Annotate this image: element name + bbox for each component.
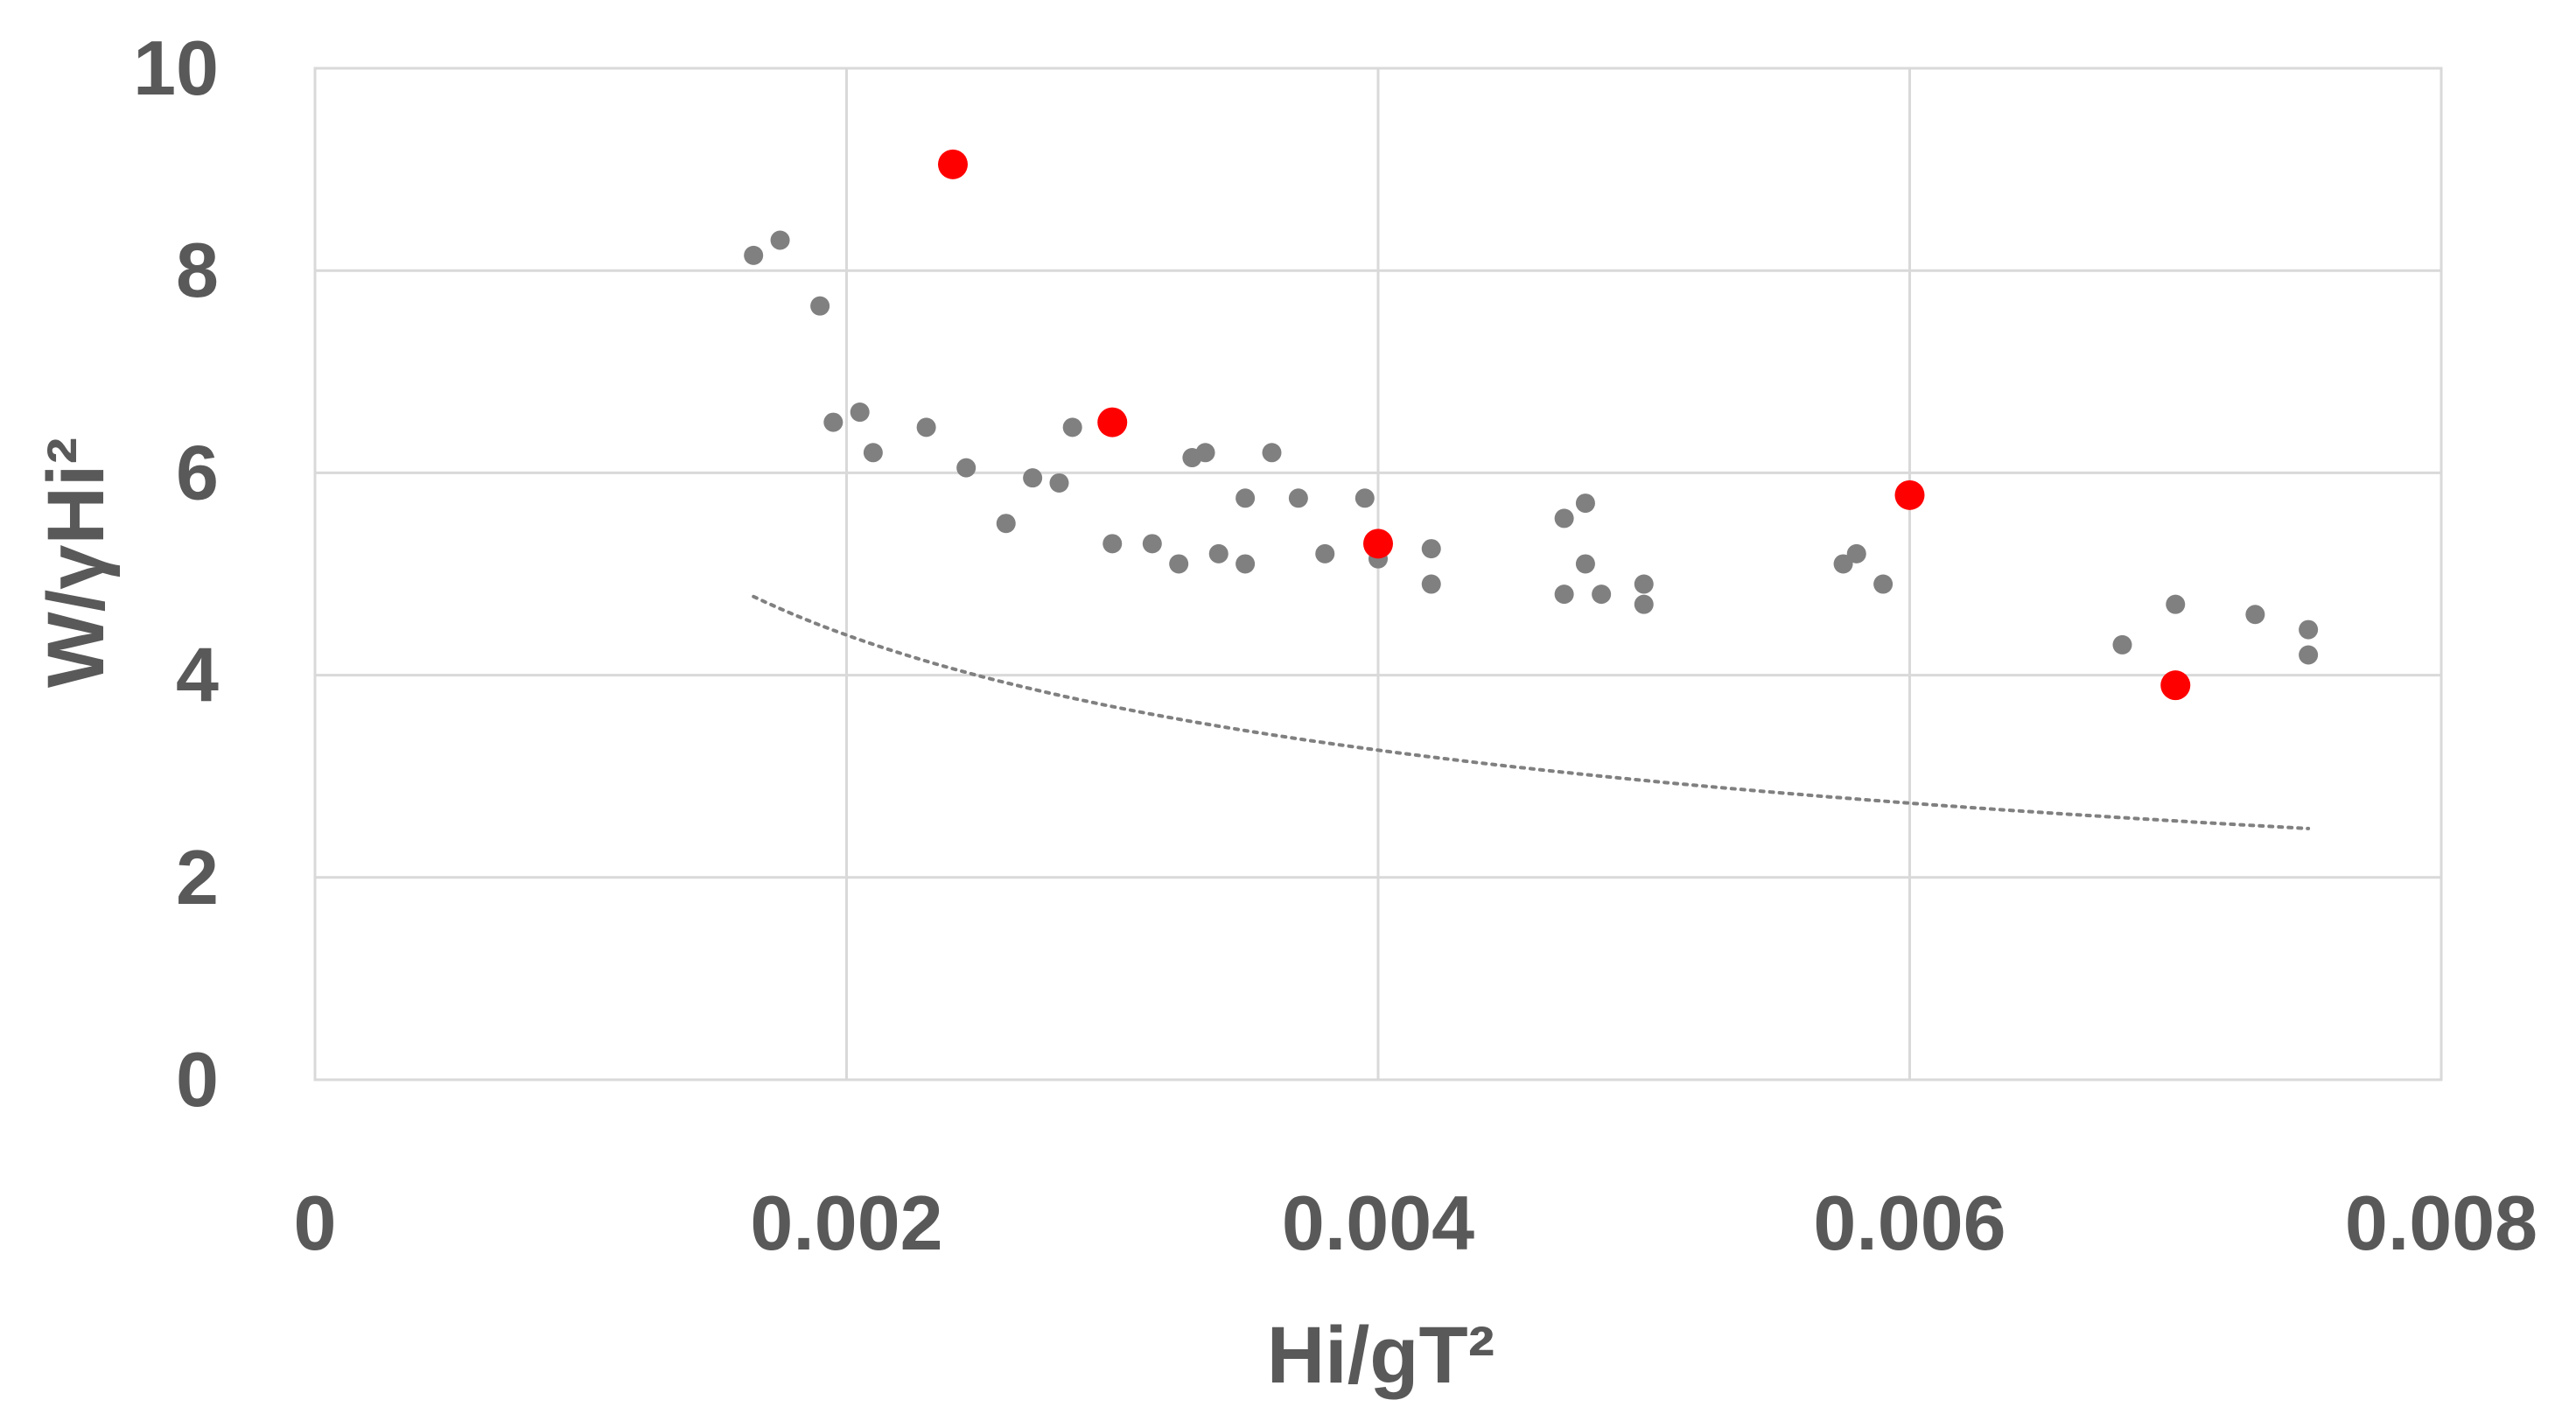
data-points bbox=[744, 149, 2319, 701]
grey-data-point bbox=[1592, 584, 1612, 605]
grey-data-point bbox=[1421, 574, 1441, 594]
gridlines bbox=[313, 66, 2443, 1082]
grey-data-point bbox=[863, 443, 883, 463]
grey-data-point bbox=[2299, 620, 2319, 640]
grey-data-point bbox=[1023, 468, 1043, 488]
grey-data-point bbox=[850, 402, 870, 423]
grey-data-point bbox=[1102, 534, 1123, 554]
grey-data-point bbox=[1421, 539, 1441, 559]
grey-data-point bbox=[956, 458, 976, 478]
grey-data-point bbox=[2112, 634, 2132, 654]
grey-data-point bbox=[1833, 554, 1853, 574]
red-data-point bbox=[1097, 407, 1128, 438]
grey-data-point bbox=[2299, 645, 2319, 665]
red-data-point bbox=[1894, 480, 1925, 510]
y-tick-label: 4 bbox=[176, 632, 219, 718]
grey-data-point bbox=[744, 245, 764, 265]
grey-data-point bbox=[1062, 417, 1082, 438]
plot-frame bbox=[313, 66, 2443, 1082]
trendline-group bbox=[752, 594, 2311, 830]
grey-data-point bbox=[1846, 543, 1866, 564]
y-axis-title: W/γHi² bbox=[32, 438, 121, 688]
grey-data-point bbox=[1315, 543, 1335, 564]
grey-data-point bbox=[1873, 574, 1894, 594]
grey-data-point bbox=[1575, 494, 1595, 514]
x-tick-label: 0.008 bbox=[2345, 1180, 2538, 1266]
y-tick-label: 6 bbox=[176, 429, 219, 515]
grey-data-point bbox=[996, 514, 1016, 534]
red-data-point bbox=[2160, 670, 2191, 701]
grey-data-point bbox=[810, 296, 830, 316]
grey-data-point bbox=[1634, 574, 1654, 594]
red-data-point bbox=[1363, 528, 1393, 559]
x-tick-label: 0.002 bbox=[750, 1180, 942, 1266]
x-tick-label: 0.004 bbox=[1282, 1180, 1474, 1266]
grey-data-point bbox=[1554, 584, 1574, 605]
red-data-point bbox=[938, 149, 968, 179]
grey-data-point bbox=[1049, 472, 1069, 493]
grey-data-point bbox=[1236, 554, 1256, 574]
grey-data-point bbox=[2166, 594, 2186, 614]
grey-data-point bbox=[770, 230, 790, 250]
grey-data-point bbox=[1262, 443, 1282, 463]
grey-data-point bbox=[1208, 543, 1228, 564]
grey-data-point bbox=[1554, 508, 1574, 528]
grey-data-point bbox=[1575, 554, 1595, 574]
grey-data-point bbox=[823, 412, 844, 432]
y-tick-label: 2 bbox=[176, 834, 219, 920]
grey-data-point bbox=[1142, 534, 1162, 554]
grey-data-point bbox=[1169, 554, 1189, 574]
grey-data-point bbox=[1288, 488, 1308, 508]
x-tick-label: 0.006 bbox=[1813, 1180, 2006, 1266]
grey-data-point bbox=[1195, 443, 1215, 463]
y-tick-labels: 0 2 4 6 8 10 bbox=[133, 24, 219, 1123]
grey-data-point bbox=[1354, 488, 1375, 508]
x-tick-label: 0 bbox=[294, 1180, 337, 1266]
trendline bbox=[752, 594, 2311, 830]
y-tick-label: 0 bbox=[176, 1036, 219, 1123]
grey-data-point bbox=[1236, 488, 1256, 508]
y-tick-label: 10 bbox=[133, 24, 219, 111]
grey-data-point bbox=[2245, 605, 2265, 625]
grey-data-point bbox=[1634, 594, 1654, 614]
plot-border bbox=[313, 66, 2443, 1082]
grey-data-point bbox=[916, 417, 936, 438]
x-tick-labels: 0 0.002 0.004 0.006 0.008 bbox=[294, 1180, 2538, 1266]
x-axis-title: Hi/gT² bbox=[1267, 1311, 1495, 1400]
y-tick-label: 8 bbox=[176, 227, 219, 313]
